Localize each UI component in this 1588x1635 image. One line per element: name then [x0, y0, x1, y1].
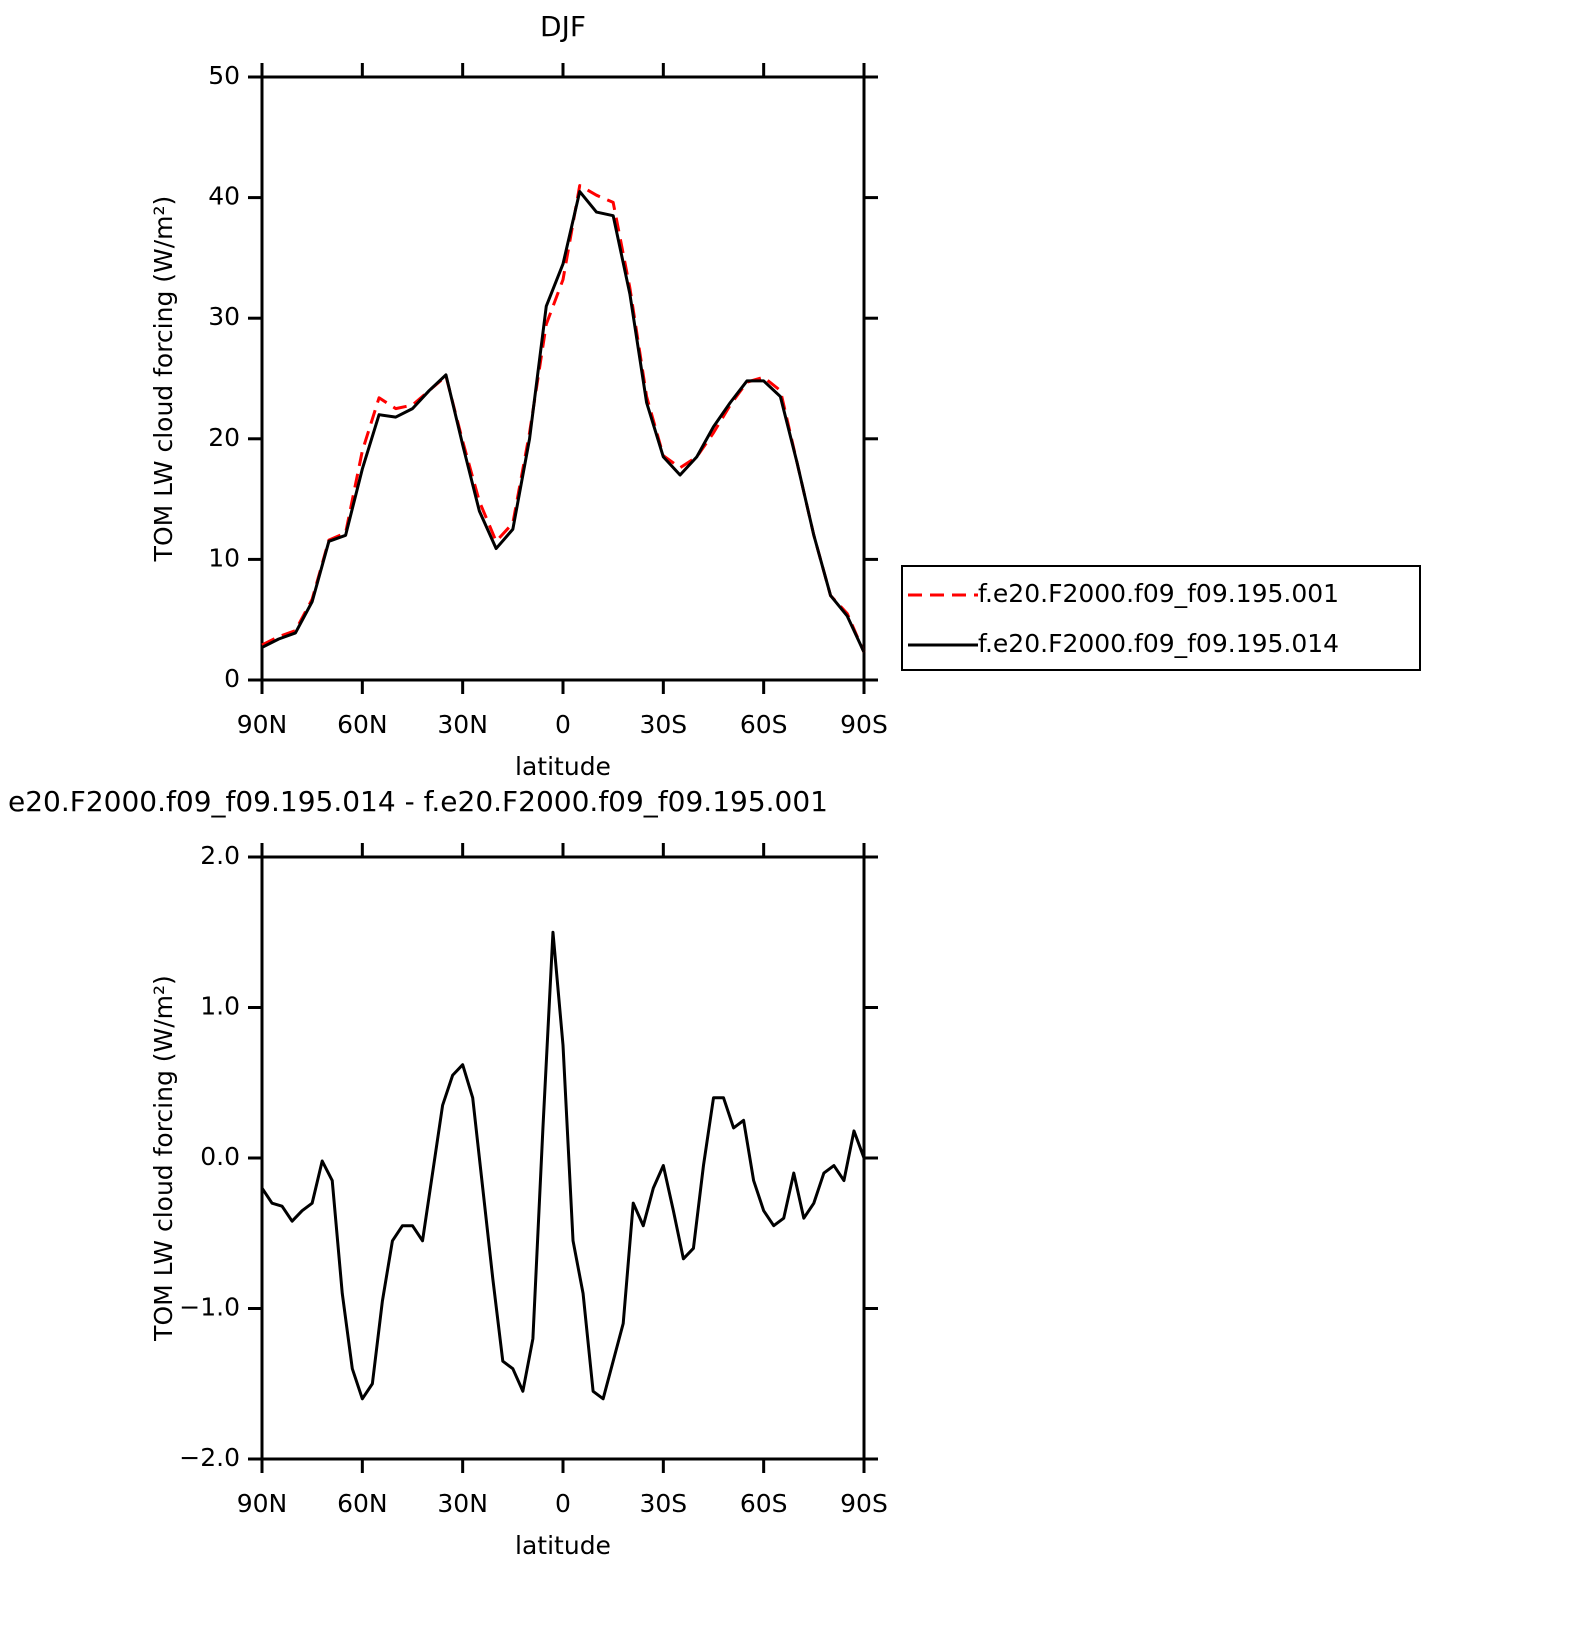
y-tick-label: 0.0 — [200, 1142, 240, 1171]
x-tick-label: 60S — [740, 1489, 788, 1518]
chart-title: DJF — [540, 10, 586, 43]
y-tick-label: 0 — [224, 664, 240, 693]
x-axis-label: latitude — [515, 752, 611, 781]
y-tick-label: 50 — [208, 61, 240, 90]
y-axis-label: TOM LW cloud forcing (W/m²) — [149, 975, 178, 1342]
chart-title: e20.F2000.f09_f09.195.014 - f.e20.F2000.… — [8, 785, 828, 818]
x-tick-label: 90S — [840, 1489, 888, 1518]
data-line — [261, 190, 866, 653]
x-tick-label: 90S — [840, 710, 888, 739]
y-tick-label: 40 — [208, 182, 240, 211]
x-tick-label: 60N — [337, 1489, 388, 1518]
data-line — [261, 184, 866, 653]
x-tick-label: 30N — [437, 710, 488, 739]
x-tick-label: 30S — [639, 1489, 687, 1518]
x-tick-label: 0 — [555, 1489, 571, 1518]
y-tick-label: 1.0 — [200, 992, 240, 1021]
x-tick-label: 90N — [237, 1489, 288, 1518]
y-tick-label: −2.0 — [179, 1443, 240, 1472]
y-tick-label: 20 — [208, 423, 240, 452]
y-tick-label: −1.0 — [179, 1293, 240, 1322]
x-axis-label: latitude — [515, 1531, 611, 1560]
legend-box — [901, 565, 1421, 671]
x-tick-label: 60S — [740, 710, 788, 739]
plot-frame — [260, 75, 866, 682]
legend-label: f.e20.F2000.f09_f09.195.001 — [978, 579, 1339, 608]
y-tick-label: 10 — [208, 543, 240, 572]
data-line — [260, 930, 866, 1401]
y-tick-label: 2.0 — [200, 841, 240, 870]
x-tick-label: 0 — [555, 710, 571, 739]
x-tick-label: 90N — [237, 710, 288, 739]
x-tick-label: 30S — [639, 710, 687, 739]
y-axis-label: TOM LW cloud forcing (W/m²) — [149, 196, 178, 563]
x-tick-label: 60N — [337, 710, 388, 739]
legend-label: f.e20.F2000.f09_f09.195.014 — [978, 629, 1339, 658]
x-tick-label: 30N — [437, 1489, 488, 1518]
y-tick-label: 30 — [208, 302, 240, 331]
